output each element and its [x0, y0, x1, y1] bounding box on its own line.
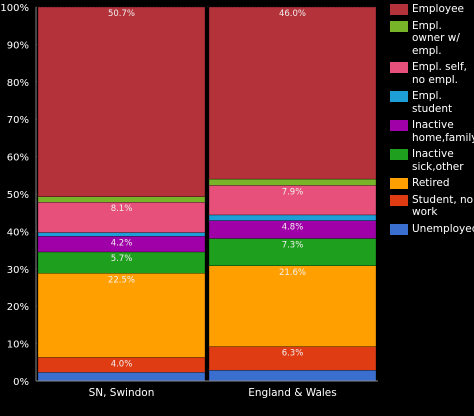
legend-label: Inactive sick,other	[412, 148, 464, 173]
bar-segment	[37, 232, 206, 237]
bar-segment	[208, 370, 377, 382]
legend-label: Employee	[412, 3, 465, 15]
data-label: 21.6%	[279, 268, 306, 278]
data-label: 50.7%	[108, 9, 135, 19]
legend-item-retired: Retired	[386, 177, 474, 190]
data-label: 8.1%	[111, 204, 133, 214]
legend: Employee Empl. owner w/ empl. Empl. self…	[386, 3, 474, 239]
y-tick-label: 60%	[7, 153, 29, 164]
legend-swatch	[390, 149, 408, 160]
data-label: 4.2%	[111, 238, 133, 248]
data-label: 7.3%	[282, 241, 304, 251]
x-category-label: SN, Swindon	[89, 387, 155, 399]
bar-segment	[208, 6, 377, 180]
data-label: 22.5%	[108, 275, 135, 285]
legend-swatch	[390, 223, 408, 235]
legend-item-empl-student: Empl. student	[386, 90, 474, 115]
y-tick-label: 50%	[7, 190, 29, 201]
data-label: 4.8%	[282, 223, 304, 233]
bar-segment	[208, 238, 377, 266]
bar-segment	[37, 196, 206, 203]
legend-item-unemployed: Unemployed	[386, 223, 474, 236]
legend-swatch	[390, 62, 408, 73]
bar-segment	[37, 6, 206, 197]
x-category-label: England & Wales	[248, 387, 336, 399]
legend-swatch	[390, 20, 408, 32]
legend-item-inactive-sick: Inactive sick,other	[386, 148, 474, 173]
data-label: 7.9%	[282, 187, 304, 197]
legend-swatch	[390, 194, 408, 206]
bar-segment	[37, 372, 206, 382]
legend-item-inactive-home: Inactive home,family	[386, 119, 474, 144]
y-tick-label: 30%	[7, 265, 29, 276]
bar-segment	[208, 185, 377, 216]
legend-item-empl-self: Empl. self, no empl.	[386, 61, 474, 86]
legend-label: Empl. student	[412, 90, 453, 115]
legend-item-empl-owner: Empl. owner w/ empl.	[386, 20, 474, 58]
legend-item-employee: Employee	[386, 3, 474, 16]
y-tick-label: 100%	[0, 3, 29, 14]
y-tick-label: 80%	[7, 78, 29, 89]
legend-swatch	[390, 91, 408, 102]
y-tick-label: 70%	[7, 115, 29, 126]
data-label: 4.0%	[111, 359, 133, 369]
legend-swatch	[390, 178, 408, 189]
data-label: 5.7%	[111, 254, 133, 264]
legend-item-student: Student, no work	[386, 194, 474, 219]
legend-swatch	[390, 4, 408, 15]
legend-label: Empl. self, no empl.	[412, 61, 468, 86]
bar-segment	[208, 265, 377, 347]
bar-segment	[37, 273, 206, 358]
legend-label: Student, no work	[412, 193, 474, 219]
y-tick-label: 20%	[7, 302, 29, 313]
y-tick-label: 90%	[7, 40, 29, 51]
data-label: 6.3%	[282, 349, 304, 359]
legend-label: Inactive home,family	[412, 119, 474, 144]
legend-swatch	[390, 120, 408, 131]
y-tick-label: 40%	[7, 227, 29, 238]
data-label: 46.0%	[279, 9, 306, 19]
y-tick-label: 0%	[13, 377, 29, 388]
legend-label: Empl. owner w/ empl.	[412, 19, 460, 57]
bar-segment	[208, 178, 377, 186]
y-tick-label: 10%	[7, 340, 29, 351]
bar-segment	[37, 202, 206, 233]
bar-segment	[208, 214, 377, 221]
legend-label: Retired	[412, 177, 450, 189]
legend-label: Unemployed	[412, 222, 474, 235]
